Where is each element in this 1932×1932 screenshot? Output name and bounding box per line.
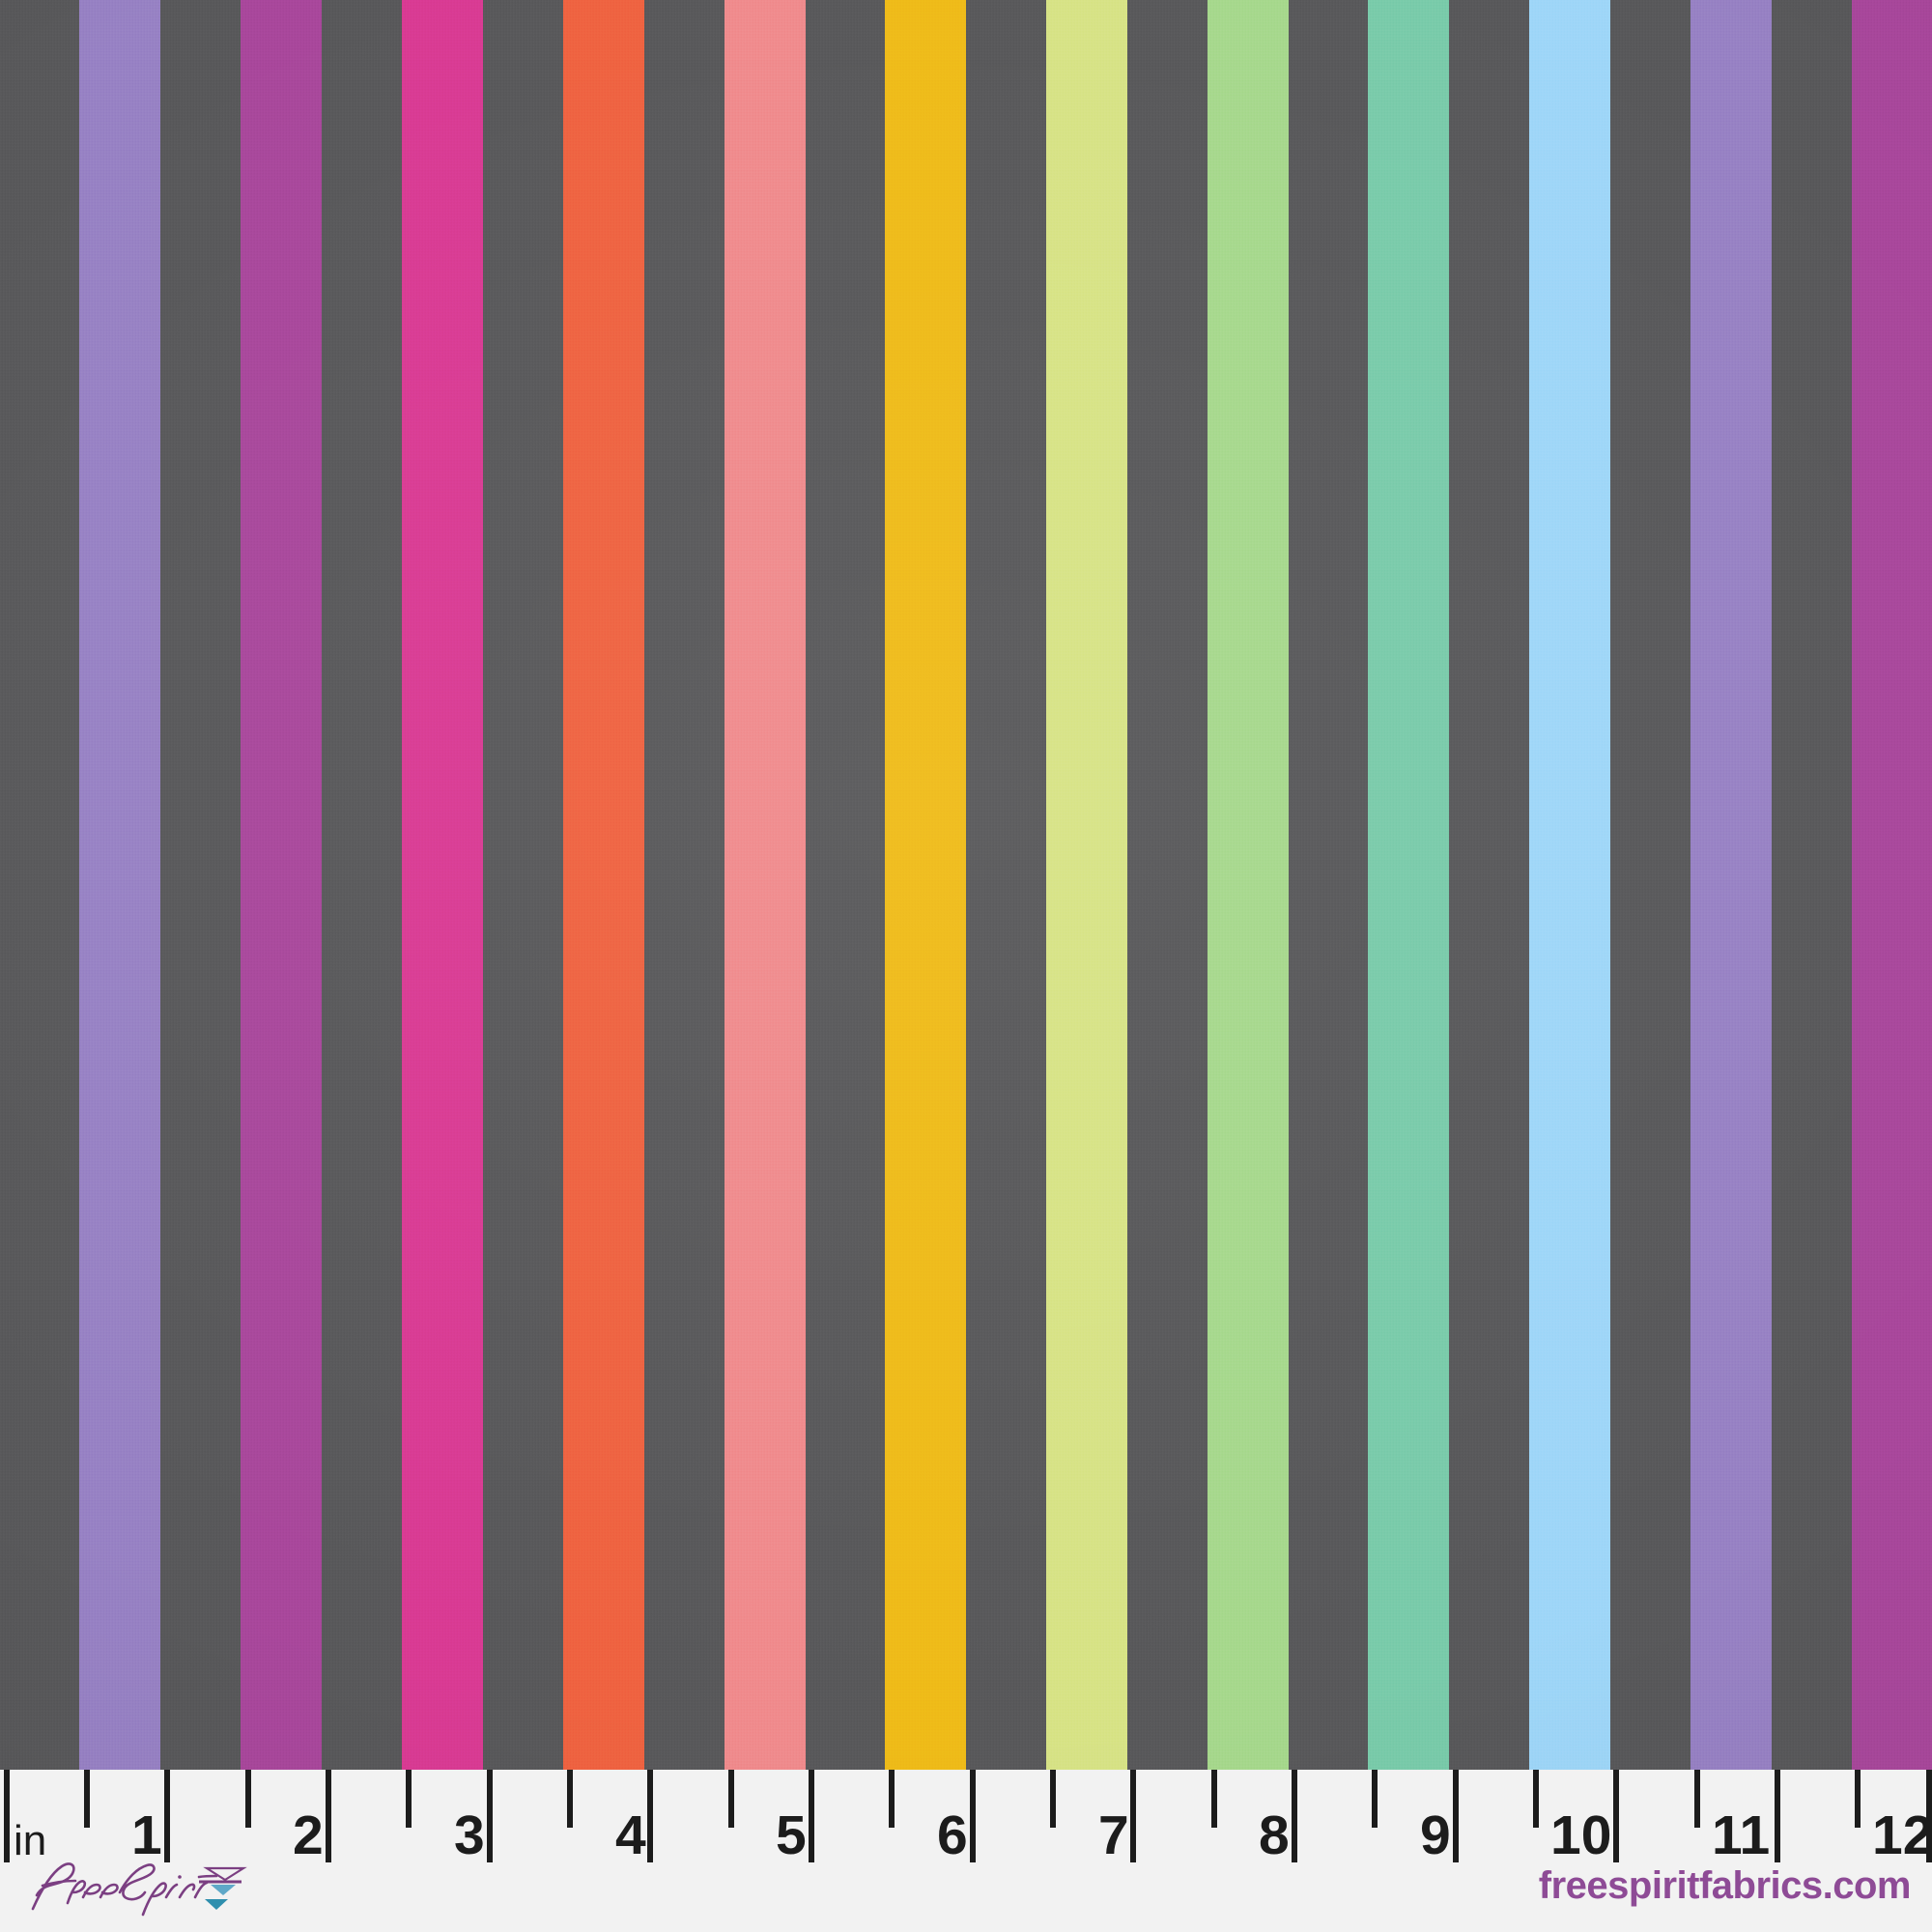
stripe-coral-orange	[563, 0, 644, 1770]
ruler-tick-major	[1926, 1770, 1932, 1862]
ruler-number-label: 9	[1420, 1804, 1451, 1866]
stripe-mint-teal	[1368, 0, 1449, 1770]
stripe-orchid-magenta	[241, 0, 322, 1770]
ruler-tick-minor	[84, 1770, 90, 1828]
stripe-sky-blue	[1529, 0, 1610, 1770]
ruler-number-label: 4	[615, 1804, 646, 1866]
ruler-tick-minor	[889, 1770, 895, 1828]
ruler-tick-major	[970, 1770, 976, 1862]
ruler-tick-minor	[1211, 1770, 1217, 1828]
ruler-tick-minor	[728, 1770, 734, 1828]
freespirit-logo	[31, 1862, 247, 1917]
ruler-tick-minor	[1372, 1770, 1378, 1828]
ruler-number-label: 1	[131, 1804, 162, 1866]
ruler-tick-major	[1775, 1770, 1780, 1862]
ruler-tick-minor	[245, 1770, 251, 1828]
ruler-tick-major	[809, 1770, 814, 1862]
ruler-number-label: 2	[293, 1804, 324, 1866]
ruler-number-label: 10	[1550, 1804, 1612, 1866]
ruler-unit-label: in	[14, 1817, 47, 1864]
ruler-tick-major	[1613, 1770, 1619, 1862]
ruler-tick-minor	[1694, 1770, 1700, 1828]
ruler-number-label: 6	[937, 1804, 968, 1866]
ruler-tick-major	[1453, 1770, 1459, 1862]
ruler-number-label: 3	[454, 1804, 485, 1866]
ruler-tick-major	[647, 1770, 653, 1862]
ruler-number-label: 7	[1098, 1804, 1129, 1866]
ruler-number-label: 5	[776, 1804, 807, 1866]
ruler-tick-major	[1130, 1770, 1136, 1862]
stripe-lavender-purple-2	[1690, 0, 1772, 1770]
ruler-tick-minor	[1050, 1770, 1056, 1828]
ruler-tick-minor	[406, 1770, 412, 1828]
ruler-tick-major	[164, 1770, 170, 1862]
stripe-light-green	[1208, 0, 1289, 1770]
ruler-scale: in 1 2 3 4 5 6 7 8 9 10 11 12	[0, 1770, 1932, 1932]
stripe-hot-pink	[402, 0, 483, 1770]
stripe-orchid-magenta-2	[1852, 0, 1932, 1770]
stripe-salmon-pink	[724, 0, 806, 1770]
ruler-tick-minor	[1533, 1770, 1539, 1828]
ruler-tick-major	[1292, 1770, 1297, 1862]
logo-emblem	[199, 1866, 247, 1910]
ruler-number-label: 11	[1712, 1804, 1771, 1866]
ruler-number-label: 12	[1872, 1804, 1932, 1866]
stripe-golden-yellow	[885, 0, 966, 1770]
ruler-tick-major	[487, 1770, 493, 1862]
website-url: freespiritfabrics.com	[1538, 1864, 1912, 1907]
ruler-tick-minor	[1855, 1770, 1861, 1828]
ruler-tick-major	[326, 1770, 331, 1862]
ruler-tick-minor	[567, 1770, 573, 1828]
ruler-tick-major	[4, 1770, 10, 1862]
ruler-number-label: 8	[1259, 1804, 1290, 1866]
fabric-stripe-area	[0, 0, 1932, 1770]
stripe-lime-yellow	[1046, 0, 1127, 1770]
stripe-lavender-purple	[79, 0, 160, 1770]
